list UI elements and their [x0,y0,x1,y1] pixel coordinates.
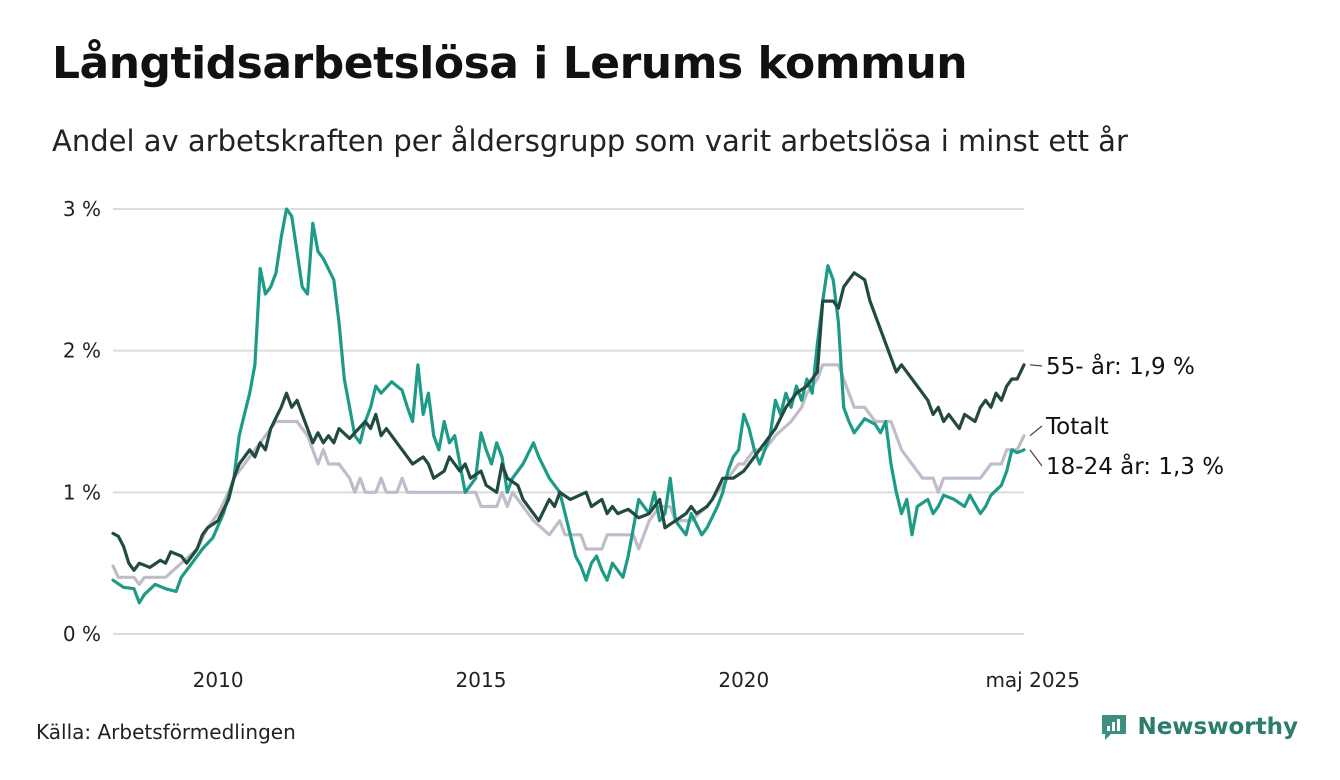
series-labels: Totalt 18-24 år: 1,3 % 55- år: 1,9 % [1029,352,1224,480]
brand-name: Newsworthy [1137,714,1298,740]
x-tick-label: 2010 [193,668,244,692]
series-label: 18-24 år: 1,3 % [1046,452,1224,480]
series-lines [111,207,1026,605]
newsworthy-icon [1102,715,1127,740]
label-leader [1029,364,1043,367]
y-tick-label: 3 % [63,197,101,221]
y-tick-label: 1 % [63,480,101,504]
series-line [111,271,1026,572]
y-tick-label: 2 % [63,339,101,363]
grid-lines [113,208,1024,635]
y-axis-ticks: 0 % 1 % 2 % 3 % [63,197,101,646]
x-tick-label: 2020 [718,668,769,692]
chart-subtitle: Andel av arbetskraften per åldersgrupp s… [52,124,1128,158]
y-tick-label: 0 % [63,622,101,646]
series-line [111,207,1026,605]
label-leader [1029,425,1043,437]
series-label: Totalt [1045,414,1109,440]
x-tick-label: 2015 [456,668,507,692]
series-label: 55- år: 1,9 % [1046,352,1195,380]
label-leader [1029,449,1043,467]
source-note: Källa: Arbetsförmedlingen [36,720,296,744]
brand-logo[interactable]: Newsworthy [1099,712,1298,742]
x-tick-label: maj 2025 [985,668,1080,692]
chart-title: Långtidsarbetslösa i Lerums kommun [52,38,968,89]
x-axis-ticks: 2010 2015 2020 maj 2025 [193,668,1080,692]
